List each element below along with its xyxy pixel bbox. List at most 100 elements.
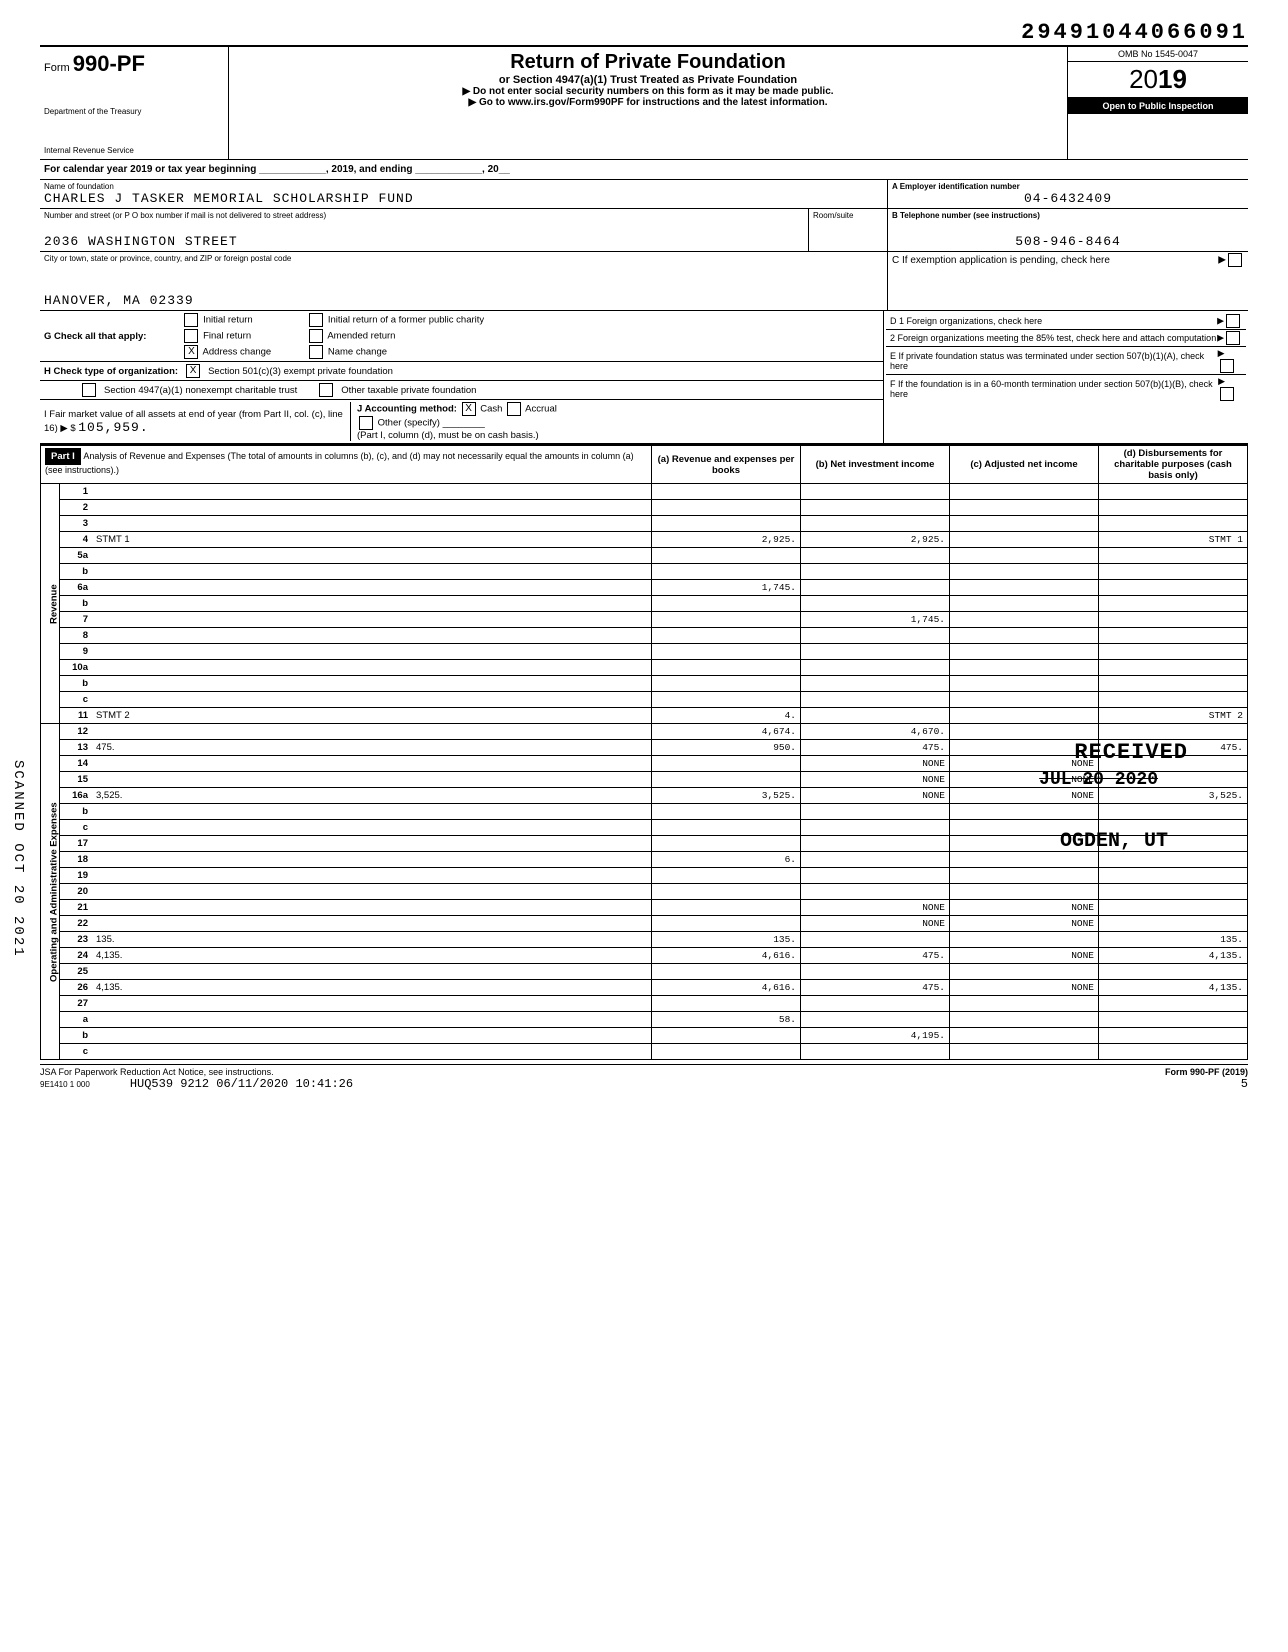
- line-val-a: [652, 868, 801, 884]
- j-label: J Accounting method:: [357, 404, 457, 415]
- line-number: 15: [60, 772, 93, 788]
- line-desc: [92, 884, 652, 900]
- line-val-a: [652, 772, 801, 788]
- table-row: 71,745.: [41, 612, 1248, 628]
- j-other-checkbox[interactable]: [359, 416, 373, 430]
- line-val-d: [1099, 900, 1248, 916]
- form-note2: ▶ Go to www.irs.gov/Form990PF for instru…: [233, 97, 1063, 108]
- i-value: 105,959.: [78, 420, 148, 435]
- line-val-d: STMT 2: [1099, 708, 1248, 724]
- line-number: 19: [60, 868, 93, 884]
- line-val-a: [652, 516, 801, 532]
- ein-value: 04-6432409: [892, 191, 1244, 206]
- line-desc: [92, 644, 652, 660]
- form-title: Return of Private Foundation: [233, 51, 1063, 74]
- line-desc: [92, 836, 652, 852]
- h-other-checkbox[interactable]: [319, 383, 333, 397]
- c-checkbox[interactable]: [1228, 253, 1242, 267]
- line-desc: [92, 692, 652, 708]
- g-opt-4: Amended return: [327, 331, 395, 342]
- line-val-b: [801, 836, 950, 852]
- line-number: 14: [60, 756, 93, 772]
- line-val-b: [801, 884, 950, 900]
- d1-checkbox[interactable]: [1226, 314, 1240, 328]
- table-row: b: [41, 564, 1248, 580]
- line-val-b: [801, 516, 950, 532]
- f-checkbox[interactable]: [1220, 387, 1234, 401]
- table-row: 20: [41, 884, 1248, 900]
- c-label: C If exemption application is pending, c…: [892, 255, 1110, 266]
- line-val-a: 6.: [652, 852, 801, 868]
- line-desc: [92, 660, 652, 676]
- line-number: b: [60, 596, 93, 612]
- line-val-d: [1099, 596, 1248, 612]
- ghi-block: G Check all that apply: Initial return F…: [40, 311, 1248, 444]
- j-note: (Part I, column (d), must be on cash bas…: [357, 430, 539, 441]
- footer-right: Form 990-PF (2019): [1165, 1067, 1248, 1077]
- line-val-d: [1099, 996, 1248, 1012]
- line-val-a: [652, 916, 801, 932]
- line-desc: [92, 1044, 652, 1060]
- table-row: b: [41, 804, 1248, 820]
- line-val-a: [652, 484, 801, 500]
- line-val-d: [1099, 660, 1248, 676]
- j-accrual-checkbox[interactable]: [507, 402, 521, 416]
- col-a-header: (a) Revenue and expenses per books: [652, 445, 801, 484]
- line-val-a: [652, 1028, 801, 1044]
- name-label: Name of foundation: [44, 182, 883, 191]
- line-val-b: [801, 500, 950, 516]
- line-val-b: [801, 1012, 950, 1028]
- line-val-b: NONE: [801, 788, 950, 804]
- line-val-b: [801, 548, 950, 564]
- line-val-c: NONE: [950, 900, 1099, 916]
- line-val-c: [950, 596, 1099, 612]
- line-desc: [92, 500, 652, 516]
- line-val-a: [652, 820, 801, 836]
- g-amended-checkbox[interactable]: [309, 329, 323, 343]
- line-val-a: [652, 676, 801, 692]
- line-desc: 4,135.: [92, 948, 652, 964]
- line-val-c: NONE: [950, 948, 1099, 964]
- line-desc: [92, 820, 652, 836]
- h-label: H Check type of organization:: [44, 366, 178, 377]
- line-desc: [92, 516, 652, 532]
- e-checkbox[interactable]: [1220, 359, 1234, 373]
- line-val-a: [652, 1044, 801, 1060]
- line-val-a: [652, 548, 801, 564]
- j-cash-checkbox[interactable]: X: [462, 402, 476, 416]
- line-desc: [92, 964, 652, 980]
- h-4947-checkbox[interactable]: [82, 383, 96, 397]
- line-val-c: [950, 692, 1099, 708]
- line-val-c: [950, 868, 1099, 884]
- line-number: b: [60, 1028, 93, 1044]
- line-desc: [92, 548, 652, 564]
- g-initial-checkbox[interactable]: [184, 313, 198, 327]
- line-number: 13: [60, 740, 93, 756]
- line-number: 21: [60, 900, 93, 916]
- line-number: 23: [60, 932, 93, 948]
- g-initial-former-checkbox[interactable]: [309, 313, 323, 327]
- table-row: b: [41, 676, 1248, 692]
- line-val-c: [950, 996, 1099, 1012]
- line-val-b: [801, 820, 950, 836]
- g-address-checkbox[interactable]: X: [184, 345, 198, 359]
- line-val-b: 475.: [801, 948, 950, 964]
- table-row: 21NONENONE: [41, 900, 1248, 916]
- h-501c3-checkbox[interactable]: X: [186, 364, 200, 378]
- line-number: 16a: [60, 788, 93, 804]
- line-desc: [92, 724, 652, 740]
- g-final-checkbox[interactable]: [184, 329, 198, 343]
- line-val-a: [652, 756, 801, 772]
- line-val-b: [801, 692, 950, 708]
- table-row: Operating and Administrative Expenses124…: [41, 724, 1248, 740]
- col-d-header: (d) Disbursements for charitable purpose…: [1099, 445, 1248, 484]
- line-val-a: [652, 804, 801, 820]
- table-row: 27: [41, 996, 1248, 1012]
- line-number: 6a: [60, 580, 93, 596]
- addr-label: Number and street (or P O box number if …: [44, 211, 804, 220]
- f-label: F If the foundation is in a 60-month ter…: [890, 379, 1218, 399]
- d2-checkbox[interactable]: [1226, 331, 1240, 345]
- table-row: 186.: [41, 852, 1248, 868]
- g-namechange-checkbox[interactable]: [309, 345, 323, 359]
- line-val-a: 4,674.: [652, 724, 801, 740]
